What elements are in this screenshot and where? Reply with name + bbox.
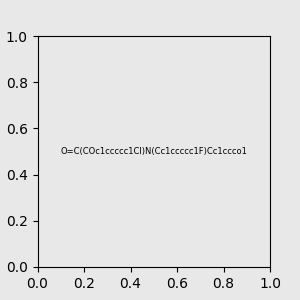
Text: O=C(COc1ccccc1Cl)N(Cc1ccccc1F)Cc1ccco1: O=C(COc1ccccc1Cl)N(Cc1ccccc1F)Cc1ccco1	[60, 147, 247, 156]
